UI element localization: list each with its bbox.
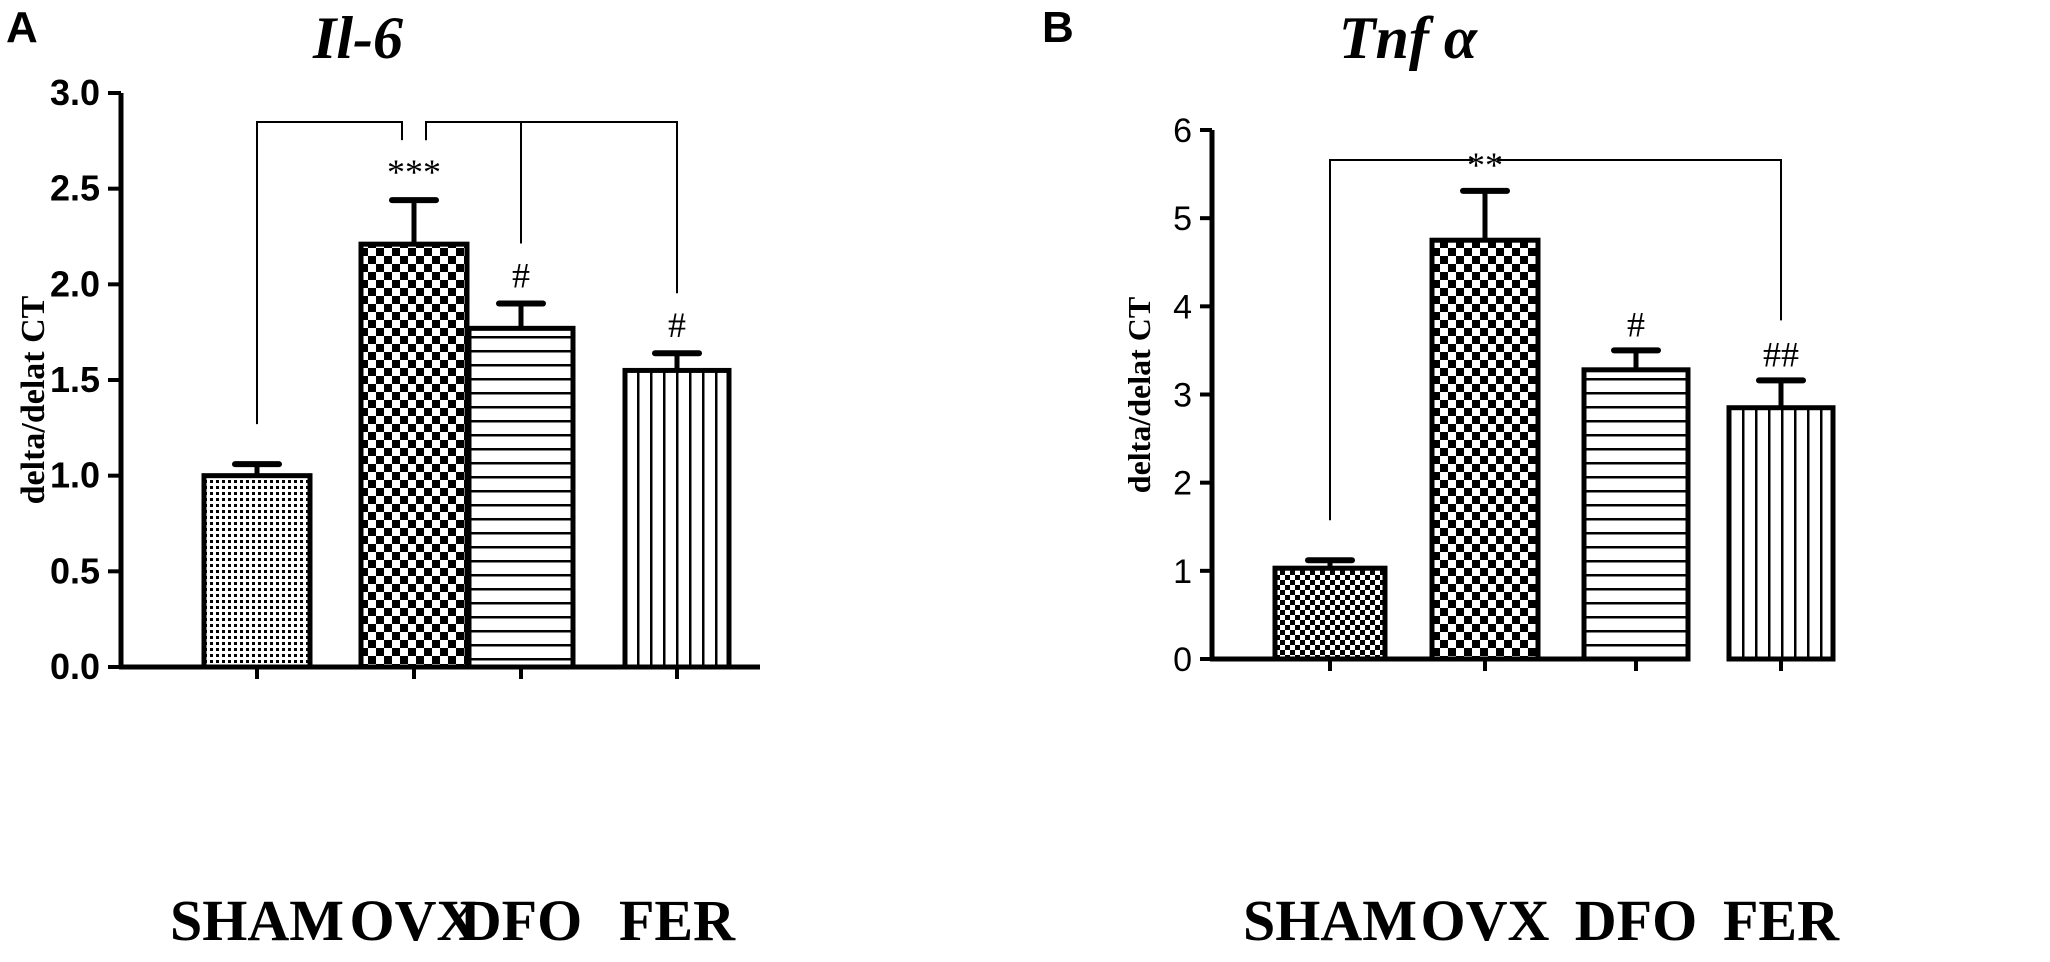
bar-sham-b — [1272, 565, 1388, 662]
y-tick-label-a: 2.0 — [50, 263, 100, 304]
bar-fer-b — [1726, 405, 1836, 662]
y-tick-label-b: 6 — [1173, 112, 1192, 150]
y-tick-label-a: 2.5 — [50, 168, 100, 209]
x-tick-label-fer-b: FER — [1723, 888, 1840, 953]
significance-brackets-b — [1329, 159, 1782, 521]
bars-a — [201, 241, 732, 670]
bracket-sham-ovx-b — [1329, 159, 1473, 521]
significance-mark-fer-a: # — [668, 305, 686, 345]
x-tick-label-fer-a: FER — [619, 888, 736, 953]
x-tick-label-dfo-a: DFO — [460, 888, 582, 953]
y-ticks-a: 0.0 0.5 1.0 1.5 2.0 2.5 3.0 — [50, 72, 121, 687]
y-tick-label-b: 3 — [1173, 377, 1192, 415]
significance-mark-fer-b: ## — [1763, 334, 1799, 374]
bracket-ovx-fer-a — [425, 121, 678, 294]
panel-label-b: B — [1042, 3, 1074, 52]
bar-ovx-a — [358, 241, 470, 670]
x-labels-b: SHAM OVX DFO FER — [1243, 888, 1840, 953]
y-tick-label-a: 1.5 — [50, 359, 100, 400]
y-tick-label-b: 4 — [1173, 288, 1192, 326]
bar-dfo-a — [466, 325, 576, 670]
bar-sham-a — [201, 473, 313, 670]
annotations-b: **### — [1467, 145, 1799, 375]
x-tick-label-sham-a: SHAM — [170, 888, 344, 953]
y-tick-label-a: 1.0 — [50, 455, 100, 496]
bar-dfo-b — [1581, 367, 1691, 662]
annotations-a: *** # # — [387, 152, 686, 345]
bar-fer-a — [622, 367, 732, 670]
x-tick-label-ovx-b: OVX — [1421, 888, 1550, 953]
y-axis-label-b: delta/delat CT — [1121, 297, 1157, 493]
error-bars-b — [1305, 187, 1806, 569]
chart-panel-a: A Il-6 delta/delat CT 0.0 0.5 1.0 1.5 2.0 2.5… — [6, 3, 760, 953]
bars-b — [1272, 237, 1836, 662]
panel-label-a: A — [6, 3, 38, 52]
y-tick-label-a: 3.0 — [50, 72, 100, 113]
y-tick-label-b: 0 — [1173, 641, 1192, 679]
y-tick-label-a: 0.0 — [50, 646, 100, 687]
y-tick-label-b: 5 — [1173, 200, 1192, 238]
bar-ovx-b — [1429, 237, 1541, 662]
y-axis-label-a: delta/delat CT — [15, 295, 52, 504]
significance-mark-ovx-a: *** — [387, 152, 441, 192]
chart-panel-b: B Tnf α delta/delat CT 0 1 2 3 4 5 6 SHAM OVX DF… — [1042, 3, 1840, 953]
y-ticks-b: 0 1 2 3 4 5 6 — [1173, 112, 1212, 679]
significance-mark-dfo-a: # — [512, 255, 530, 295]
significance-brackets-a — [256, 121, 678, 425]
chart-title-a: Il-6 — [312, 5, 403, 71]
x-tick-label-dfo-b: DFO — [1575, 888, 1697, 953]
significance-mark-ovx-b: ** — [1467, 145, 1503, 185]
x-tick-label-sham-b: SHAM — [1243, 888, 1417, 953]
bracket-ovx-fer-b — [1497, 159, 1782, 321]
error-bars-a — [232, 197, 702, 476]
bracket-sham-ovx-a — [256, 121, 403, 425]
y-tick-label-a: 0.5 — [50, 550, 100, 591]
chart-title-b: Tnf α — [1339, 5, 1478, 71]
y-tick-label-b: 2 — [1173, 465, 1192, 503]
significance-mark-dfo-b: # — [1627, 304, 1645, 344]
x-tick-label-ovx-a: OVX — [350, 888, 479, 953]
y-tick-label-b: 1 — [1173, 553, 1192, 591]
